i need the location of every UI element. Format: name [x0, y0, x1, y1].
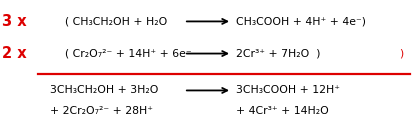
Text: 2 x: 2 x — [2, 46, 27, 61]
Text: 3 x: 3 x — [2, 14, 27, 29]
Text: ( CH₃CH₂OH + H₂O: ( CH₃CH₂OH + H₂O — [65, 16, 167, 26]
Text: + 2Cr₂O₇²⁻ + 28H⁺: + 2Cr₂O₇²⁻ + 28H⁺ — [50, 106, 153, 116]
Text: 3CH₃CH₂OH + 3H₂O: 3CH₃CH₂OH + 3H₂O — [50, 85, 158, 95]
Text: CH₃COOH + 4H⁺ + 4e⁻): CH₃COOH + 4H⁺ + 4e⁻) — [236, 16, 366, 26]
Text: ( Cr₂O₇²⁻ + 14H⁺ + 6e⁻: ( Cr₂O₇²⁻ + 14H⁺ + 6e⁻ — [65, 49, 191, 59]
Text: + 4Cr³⁺ + 14H₂O: + 4Cr³⁺ + 14H₂O — [236, 106, 329, 116]
Text: 2Cr³⁺ + 7H₂O  ): 2Cr³⁺ + 7H₂O ) — [236, 49, 321, 59]
Text: 3CH₃COOH + 12H⁺: 3CH₃COOH + 12H⁺ — [236, 85, 340, 95]
Text: ): ) — [399, 49, 403, 59]
